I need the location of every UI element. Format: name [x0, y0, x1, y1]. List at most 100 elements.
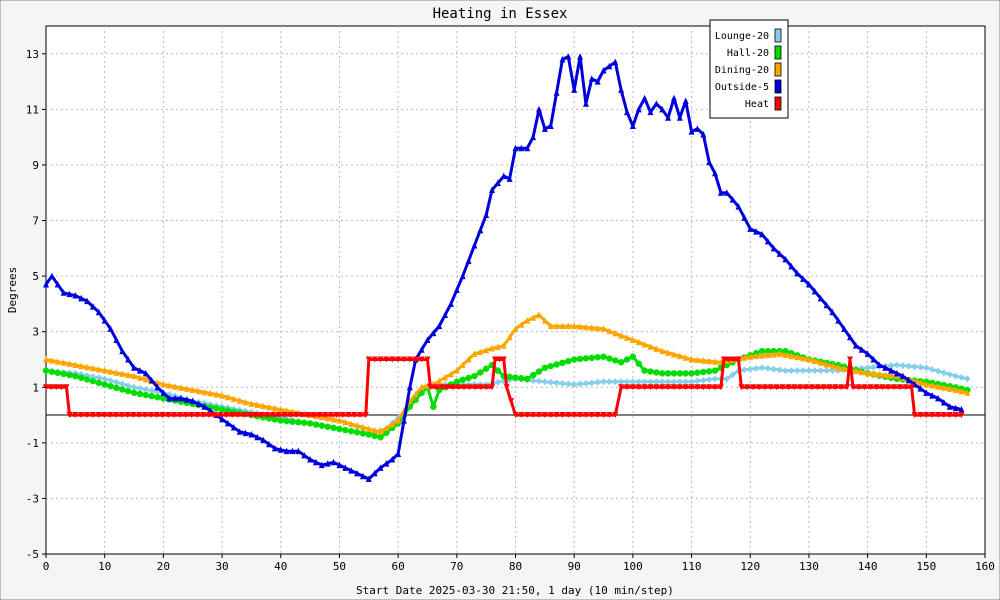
- series-point: [524, 144, 531, 152]
- series-point: [113, 336, 120, 344]
- series-point: [176, 412, 183, 419]
- series-point: [491, 356, 498, 363]
- x-tick-label: 30: [215, 560, 228, 573]
- series-point: [773, 384, 780, 391]
- series-point: [124, 387, 132, 395]
- series-point: [333, 412, 340, 419]
- series-point: [395, 356, 402, 363]
- series-point: [712, 169, 719, 177]
- series-point: [125, 355, 132, 363]
- series-point: [835, 364, 842, 371]
- series-point: [917, 385, 924, 392]
- series-point: [730, 356, 737, 363]
- series-point: [310, 412, 317, 419]
- series-point: [864, 350, 871, 357]
- series-point: [764, 365, 771, 373]
- series-point: [923, 389, 930, 396]
- series-point: [494, 378, 501, 386]
- series-point: [635, 360, 642, 367]
- series-point: [224, 393, 231, 401]
- series-point: [923, 412, 930, 419]
- series-point: [371, 432, 378, 440]
- series-point: [316, 412, 323, 419]
- series-point: [758, 352, 765, 359]
- series-point: [635, 105, 642, 113]
- series-point: [952, 372, 959, 380]
- series-point: [964, 375, 971, 383]
- y-tick-label: 1: [32, 381, 39, 394]
- series-point: [788, 262, 795, 270]
- series-point: [535, 377, 542, 385]
- series-point: [577, 380, 584, 388]
- series-point: [436, 377, 443, 385]
- series-point: [571, 86, 578, 93]
- series-point: [295, 447, 302, 455]
- series-point: [207, 389, 214, 397]
- series-point: [682, 370, 689, 377]
- series-point: [371, 469, 378, 477]
- x-tick-label: 50: [333, 560, 346, 573]
- series-point: [888, 362, 895, 370]
- series-point: [83, 412, 90, 419]
- series-point: [406, 383, 413, 391]
- series-point: [494, 343, 501, 350]
- series-point: [706, 158, 713, 166]
- series-point: [844, 384, 851, 391]
- series-point: [353, 429, 361, 436]
- series-point: [776, 250, 783, 257]
- series-point: [124, 412, 131, 419]
- series-point: [873, 384, 880, 391]
- series-point: [371, 356, 378, 363]
- series-point: [101, 375, 108, 383]
- series-point: [594, 378, 601, 386]
- series-point: [761, 384, 768, 391]
- series-point: [905, 362, 912, 370]
- series-point: [131, 383, 138, 391]
- series-point: [424, 336, 431, 344]
- series-point: [577, 323, 584, 330]
- x-tick-label: 60: [392, 560, 405, 573]
- series-point: [172, 394, 179, 402]
- series-point: [641, 384, 648, 391]
- series-point: [142, 412, 149, 419]
- series-point: [835, 317, 842, 324]
- x-tick-label: 70: [450, 560, 463, 573]
- series-point: [113, 369, 120, 376]
- series-point: [365, 356, 372, 363]
- series-point: [858, 346, 865, 353]
- series-point: [453, 367, 460, 374]
- series-point: [327, 412, 334, 419]
- series-point: [612, 378, 619, 386]
- series-point: [336, 417, 343, 424]
- series-point: [776, 350, 783, 357]
- series-point: [864, 364, 871, 372]
- series-point: [465, 374, 472, 382]
- series-point: [612, 329, 619, 337]
- series-point: [676, 384, 683, 391]
- series-point: [882, 364, 889, 371]
- series-point: [855, 384, 862, 391]
- series-point: [136, 374, 143, 381]
- series-point: [324, 423, 331, 430]
- series-point: [676, 378, 683, 386]
- series-point: [354, 469, 361, 477]
- series-point: [553, 89, 560, 96]
- series-point: [60, 359, 67, 366]
- series-point: [694, 125, 701, 132]
- series-point: [148, 376, 155, 384]
- series-point: [377, 434, 384, 441]
- series-point: [571, 412, 578, 419]
- series-point: [72, 361, 79, 369]
- series-point: [606, 355, 613, 362]
- series-point: [952, 386, 959, 394]
- series-point: [281, 412, 288, 419]
- series-point: [89, 377, 97, 385]
- series-point: [570, 356, 578, 363]
- series-point: [618, 332, 625, 339]
- series-point: [606, 62, 613, 70]
- series-point: [670, 384, 677, 391]
- series-point: [800, 354, 807, 362]
- x-axis-label: Start Date 2025-03-30 21:50, 1 day (10 m…: [356, 584, 674, 597]
- series-point: [612, 58, 619, 66]
- series-point: [565, 412, 572, 419]
